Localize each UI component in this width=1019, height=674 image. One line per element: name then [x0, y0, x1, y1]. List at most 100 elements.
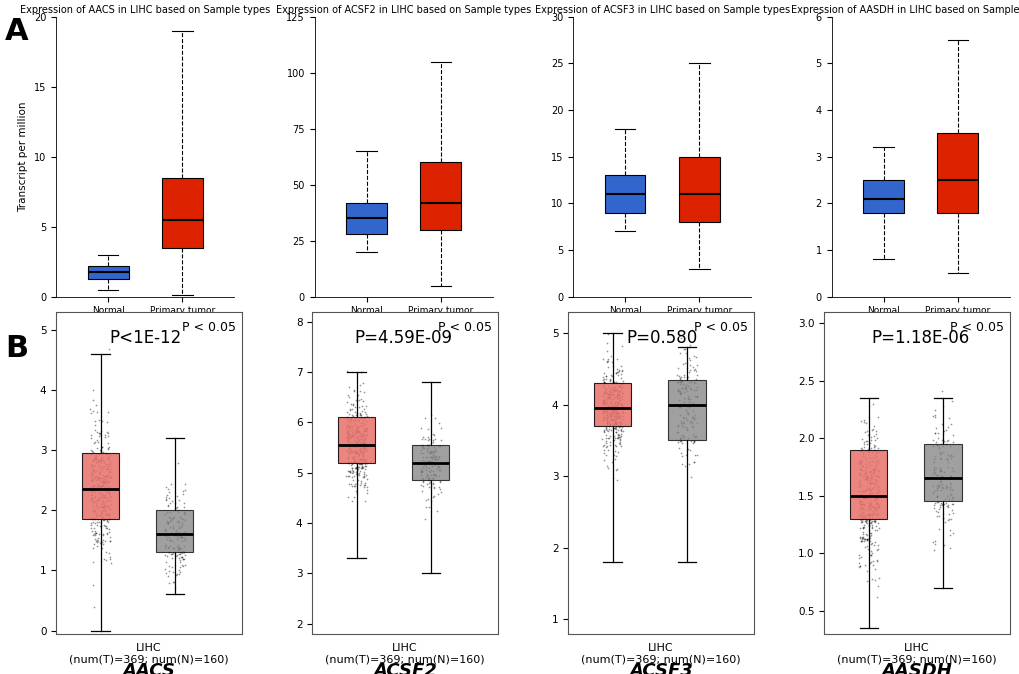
Point — [97, 431, 113, 442]
Point — [356, 463, 372, 474]
Point — [99, 427, 115, 437]
Point — [96, 458, 112, 468]
Point — [101, 441, 117, 452]
Point — [866, 510, 882, 521]
Point — [613, 377, 630, 388]
Point — [599, 433, 615, 443]
Point — [687, 385, 703, 396]
Point — [353, 475, 369, 486]
Point — [863, 452, 879, 463]
Point — [423, 452, 439, 462]
Point — [176, 514, 193, 525]
Point — [357, 419, 373, 429]
Point — [353, 412, 369, 423]
Point — [869, 580, 886, 591]
Point — [94, 501, 110, 512]
Point — [97, 520, 113, 531]
Point — [172, 548, 189, 559]
Point — [161, 493, 177, 503]
Point — [944, 498, 960, 509]
Point — [596, 396, 612, 407]
Point — [357, 439, 373, 450]
Point — [428, 506, 444, 517]
Point — [356, 454, 372, 465]
Point — [343, 429, 360, 440]
Point — [354, 431, 370, 442]
Point — [352, 430, 368, 441]
Point — [101, 481, 117, 492]
Point — [934, 483, 951, 494]
Point — [100, 459, 116, 470]
Point — [351, 450, 367, 460]
Point — [168, 551, 184, 561]
Point — [858, 508, 874, 519]
Point — [613, 340, 630, 351]
Point — [869, 522, 886, 533]
Point — [87, 534, 103, 545]
Point — [869, 491, 886, 501]
Point — [600, 393, 616, 404]
Point — [598, 412, 614, 423]
Point — [940, 514, 956, 525]
Point — [928, 428, 945, 439]
Point — [611, 403, 628, 414]
Point — [90, 474, 106, 485]
Point — [338, 427, 355, 438]
Point — [420, 441, 436, 452]
Point — [412, 480, 428, 491]
Point — [595, 440, 611, 451]
Point — [597, 421, 613, 432]
Point — [102, 553, 118, 564]
Point — [607, 419, 624, 429]
Point — [926, 468, 943, 479]
Point — [613, 375, 630, 386]
Point — [425, 449, 441, 460]
Point — [174, 517, 191, 528]
Point — [595, 424, 611, 435]
Point — [101, 464, 117, 474]
Point — [339, 416, 356, 427]
Point — [88, 498, 104, 509]
Point — [612, 404, 629, 415]
Point — [943, 489, 959, 499]
Point — [676, 417, 692, 428]
PathPatch shape — [679, 157, 719, 222]
Point — [348, 425, 365, 435]
Point — [858, 576, 874, 586]
Point — [174, 552, 191, 563]
Point — [603, 415, 620, 426]
Point — [927, 439, 944, 450]
Point — [679, 432, 695, 443]
Point — [414, 467, 430, 478]
Point — [595, 412, 611, 423]
Point — [356, 443, 372, 454]
Point — [343, 458, 360, 469]
Point — [866, 524, 882, 535]
Point — [162, 522, 178, 532]
Point — [348, 395, 365, 406]
Point — [415, 481, 431, 491]
Point — [346, 451, 363, 462]
Point — [676, 396, 692, 407]
Point — [603, 395, 620, 406]
Point — [86, 481, 102, 491]
Point — [100, 406, 116, 417]
Point — [934, 401, 951, 412]
Point — [601, 375, 618, 386]
Point — [672, 409, 688, 420]
Point — [925, 464, 942, 474]
Point — [862, 432, 878, 443]
Point — [91, 495, 107, 506]
Point — [596, 411, 612, 422]
Point — [416, 460, 432, 470]
Point — [680, 390, 696, 401]
Point — [610, 392, 627, 402]
Point — [611, 414, 628, 425]
Point — [99, 478, 115, 489]
Point — [355, 435, 371, 446]
Point — [854, 529, 870, 540]
Point — [609, 367, 626, 377]
Point — [100, 516, 116, 527]
Point — [612, 418, 629, 429]
Point — [595, 368, 611, 379]
